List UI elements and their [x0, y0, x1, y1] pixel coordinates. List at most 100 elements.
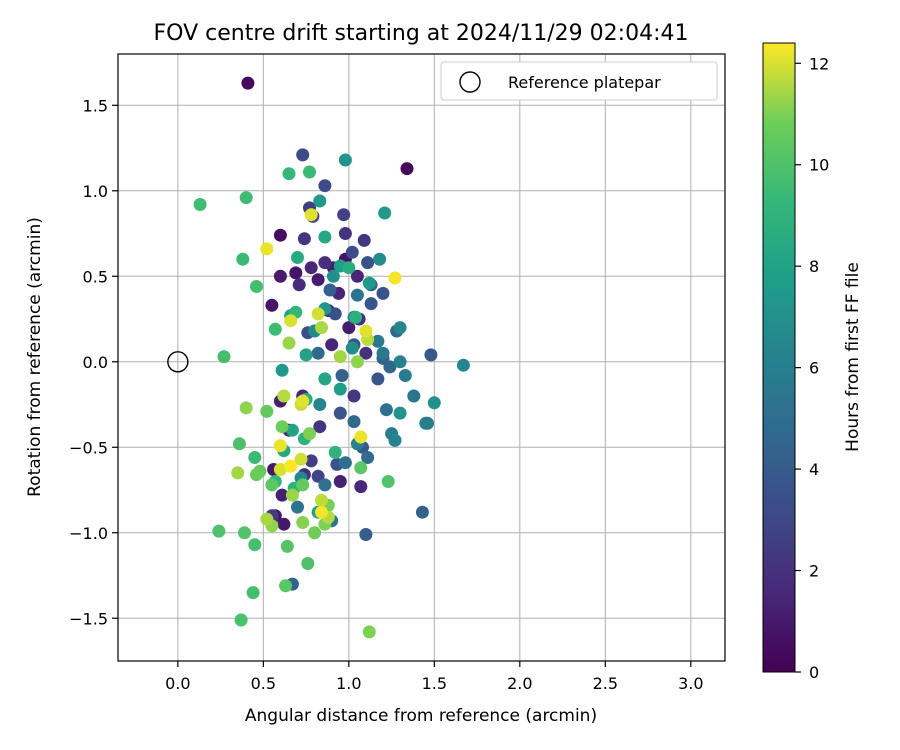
data-point [393, 321, 407, 335]
data-point [362, 625, 376, 639]
data-point [419, 416, 433, 430]
data-point [337, 208, 351, 222]
data-point [388, 271, 402, 285]
y-axis-label: Rotation from reference (arcmin) [25, 217, 45, 497]
data-point [364, 297, 378, 311]
data-point [393, 406, 407, 420]
data-point [381, 475, 395, 488]
x-axis-ticks: 0.0 0.5 1.0 1.5 2.0 2.5 3.0 [165, 661, 704, 693]
colorbar-tick-label: 0 [809, 663, 819, 682]
data-point [378, 206, 392, 220]
data-point [292, 278, 306, 292]
data-point [308, 526, 322, 540]
data-point [427, 396, 441, 410]
data-point [354, 430, 368, 444]
data-point [282, 167, 296, 181]
data-point [273, 228, 287, 242]
data-point [289, 266, 303, 280]
data-point [260, 404, 274, 418]
data-point [291, 251, 304, 264]
colorbar-gradient [762, 42, 796, 673]
data-point [371, 372, 385, 386]
y-tick-label: −0.5 [69, 438, 108, 457]
data-point [291, 500, 304, 514]
data-point [338, 227, 352, 240]
data-point [323, 283, 337, 297]
plot-frame [117, 53, 726, 662]
colorbar-tick-label: 2 [809, 562, 819, 581]
data-point [296, 394, 310, 408]
x-tick-label: 3.0 [678, 674, 703, 693]
data-point [234, 613, 248, 627]
data-point [349, 310, 363, 324]
data-point [393, 355, 407, 369]
colorbar-tick-label: 8 [809, 257, 819, 276]
data-point [318, 230, 332, 244]
data-point [333, 350, 347, 364]
data-point [285, 488, 299, 502]
data-point [250, 280, 263, 293]
data-point [280, 539, 294, 553]
data-point [285, 423, 299, 437]
data-point [342, 321, 356, 335]
data-point [212, 524, 226, 538]
data-point [296, 478, 310, 492]
data-point [248, 538, 262, 552]
data-point [239, 401, 253, 415]
data-point [277, 517, 291, 531]
y-tick-label: 0.0 [83, 353, 108, 372]
data-point [299, 348, 313, 362]
data-point [338, 153, 352, 167]
y-tick-label: 0.5 [83, 267, 108, 286]
data-point [388, 433, 402, 447]
data-point [318, 478, 332, 492]
legend-marker-icon [459, 71, 481, 93]
data-point [284, 314, 298, 328]
colorbar: 0 2 4 6 8 10 12 Hours from first FF file [762, 42, 863, 682]
x-tick-label: 1.0 [336, 674, 361, 693]
data-point [359, 346, 373, 360]
data-point [313, 420, 327, 434]
data-point [275, 420, 289, 434]
data-point [354, 461, 368, 475]
grid-lines [118, 54, 725, 661]
data-point [379, 403, 393, 417]
colorbar-tick-label: 10 [809, 156, 829, 175]
reference-point-marker [167, 351, 189, 373]
data-point [383, 360, 397, 374]
colorbar-tick-label: 12 [809, 54, 829, 73]
x-tick-label: 0.0 [165, 674, 190, 693]
data-point [376, 286, 390, 300]
y-tick-label: −1.0 [69, 524, 108, 543]
data-point [359, 324, 373, 338]
x-tick-label: 2.0 [507, 674, 532, 693]
y-tick-label: −1.5 [69, 609, 108, 628]
data-point [241, 76, 255, 90]
data-point [311, 307, 325, 321]
data-point [335, 369, 349, 382]
data-point [361, 451, 375, 464]
data-point [398, 369, 412, 382]
data-point [415, 505, 429, 519]
reference-marker [167, 351, 189, 373]
colorbar-tick-label: 6 [809, 359, 819, 378]
data-point [193, 198, 207, 211]
data-point [424, 348, 438, 362]
data-point [326, 269, 340, 283]
y-tick-label: 1.0 [83, 182, 108, 201]
data-point [350, 288, 364, 302]
data-point [328, 445, 342, 459]
data-point [304, 208, 318, 222]
colorbar-ticks: 0 2 4 6 8 10 12 [795, 54, 829, 682]
data-point [217, 350, 231, 364]
data-point [315, 321, 328, 335]
data-point [318, 179, 332, 193]
data-point [296, 516, 310, 529]
data-point [338, 456, 352, 470]
chart-title: FOV centre drift starting at 2024/11/29 … [154, 21, 689, 46]
data-point [265, 478, 279, 492]
data-point [347, 415, 361, 429]
data-point [456, 358, 470, 372]
data-point [273, 269, 287, 283]
data-point [239, 191, 253, 205]
